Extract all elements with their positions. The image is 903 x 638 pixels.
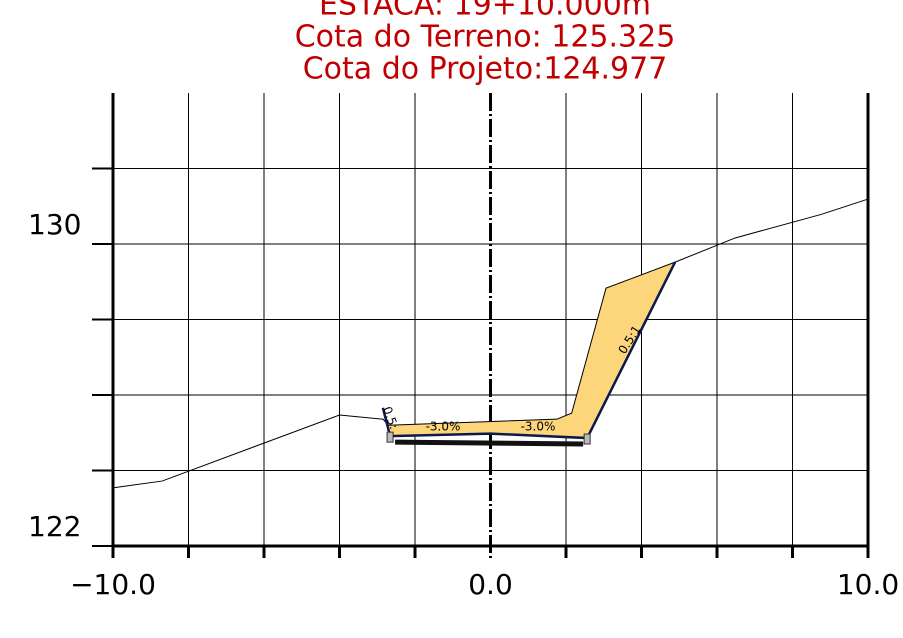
pavement: [395, 439, 584, 447]
cut-fill: [382, 262, 676, 439]
x-tick-label: 10.0: [837, 568, 899, 601]
slope-label: -3.0%: [521, 420, 556, 434]
edge-marker: [386, 431, 394, 443]
title-line: Cota do Terreno: 125.325: [295, 20, 676, 55]
title-line: ESTACA: 19+10.000m: [319, 0, 651, 23]
y-tick-label: 130: [28, 208, 81, 241]
y-tick-label: 122: [28, 510, 81, 543]
slope-label: -3.0%: [426, 420, 461, 434]
design-line: [381, 261, 677, 440]
terrain-line: [112, 198, 869, 489]
x-tick-label: −10.0: [70, 568, 156, 601]
x-tick-label: 0.0: [468, 568, 513, 601]
title-line: Cota do Projeto:124.977: [303, 52, 668, 87]
slope-label: 0.5:: [380, 405, 401, 432]
edge-marker: [583, 433, 591, 445]
